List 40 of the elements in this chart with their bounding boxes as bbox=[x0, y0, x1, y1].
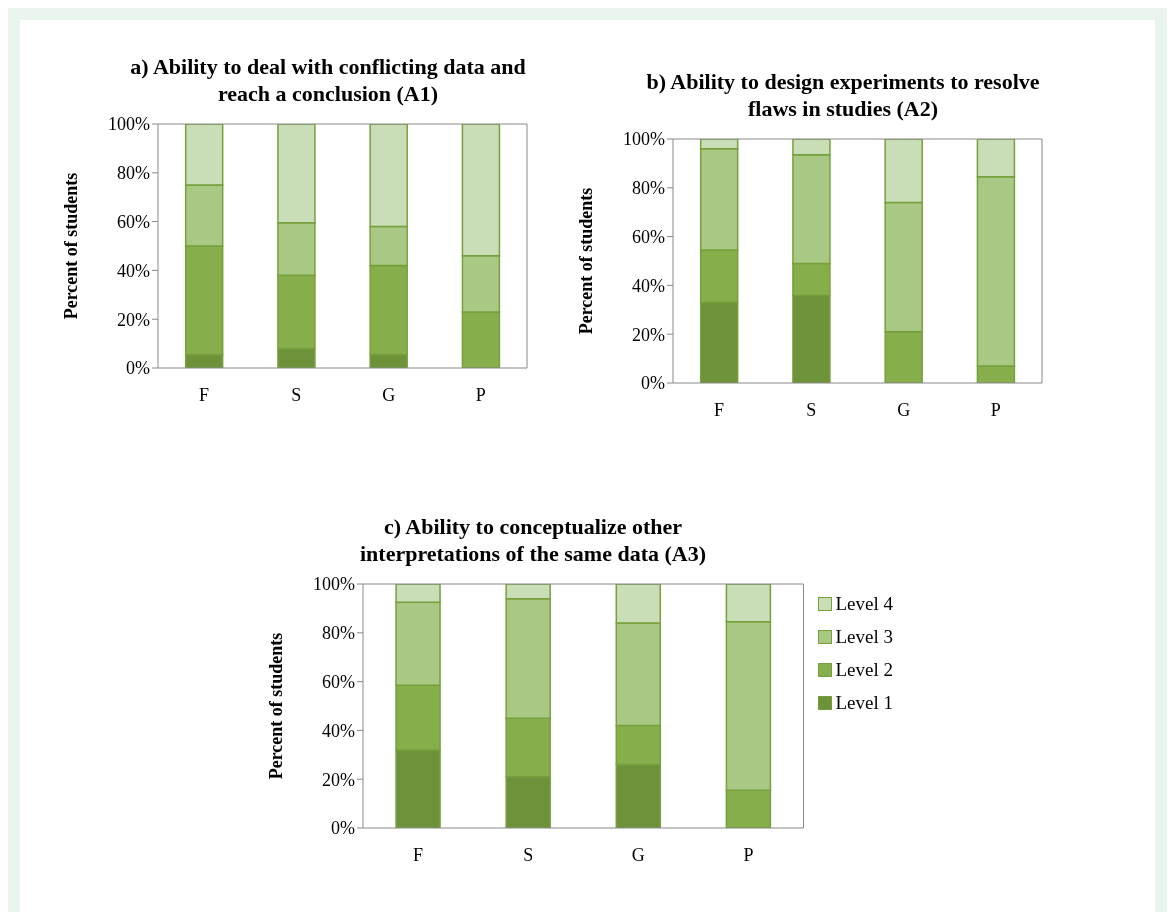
y-tick-label: 0% bbox=[331, 818, 355, 839]
legend-label: Level 1 bbox=[835, 691, 893, 714]
y-tick-label: 40% bbox=[117, 260, 150, 281]
y-axis-title: Percent of students bbox=[576, 187, 597, 335]
y-tick-label: 20% bbox=[117, 309, 150, 330]
y-tick-label: 20% bbox=[322, 769, 355, 790]
y-tick-label: 80% bbox=[632, 178, 665, 199]
legend-label: Level 4 bbox=[835, 592, 893, 615]
chart-title: c) Ability to conceptualize other interpretations of the same data (A3) bbox=[358, 513, 707, 567]
y-tick-label: 20% bbox=[632, 324, 665, 345]
y-tick-label: 60% bbox=[322, 671, 355, 692]
y-axis-title: Percent of students bbox=[266, 632, 287, 780]
x-tick-label: F bbox=[714, 399, 725, 420]
x-tick-label: G bbox=[631, 844, 645, 865]
x-tick-label: G bbox=[897, 399, 911, 420]
y-tick-label: 0% bbox=[126, 358, 150, 379]
y-tick-label: 0% bbox=[641, 373, 665, 394]
x-tick-label: G bbox=[382, 384, 396, 405]
y-tick-label: 80% bbox=[322, 623, 355, 644]
chart-title: b) Ability to design experiments to resolve flaws in studies (A2) bbox=[645, 68, 1041, 122]
legend-label: Level 3 bbox=[835, 625, 893, 648]
y-axis-title: Percent of students bbox=[61, 172, 82, 320]
y-tick-label: 40% bbox=[632, 275, 665, 296]
x-tick-label: P bbox=[990, 399, 1001, 420]
y-tick-label: 100% bbox=[108, 114, 150, 135]
legend-label: Level 2 bbox=[835, 658, 893, 681]
y-tick-label: 80% bbox=[117, 163, 150, 184]
chart-title: a) Ability to deal with conflicting data and reach a conclusion (A1) bbox=[129, 53, 527, 107]
y-tick-label: 40% bbox=[322, 720, 355, 741]
y-tick-label: 100% bbox=[623, 129, 665, 150]
x-tick-label: S bbox=[523, 844, 534, 865]
x-tick-label: S bbox=[291, 384, 302, 405]
x-tick-label: P bbox=[475, 384, 486, 405]
y-tick-label: 60% bbox=[117, 211, 150, 232]
y-tick-label: 100% bbox=[313, 574, 355, 595]
x-tick-label: F bbox=[199, 384, 210, 405]
x-tick-label: F bbox=[413, 844, 424, 865]
x-tick-label: S bbox=[806, 399, 817, 420]
y-tick-label: 60% bbox=[632, 226, 665, 247]
x-tick-label: P bbox=[743, 844, 754, 865]
